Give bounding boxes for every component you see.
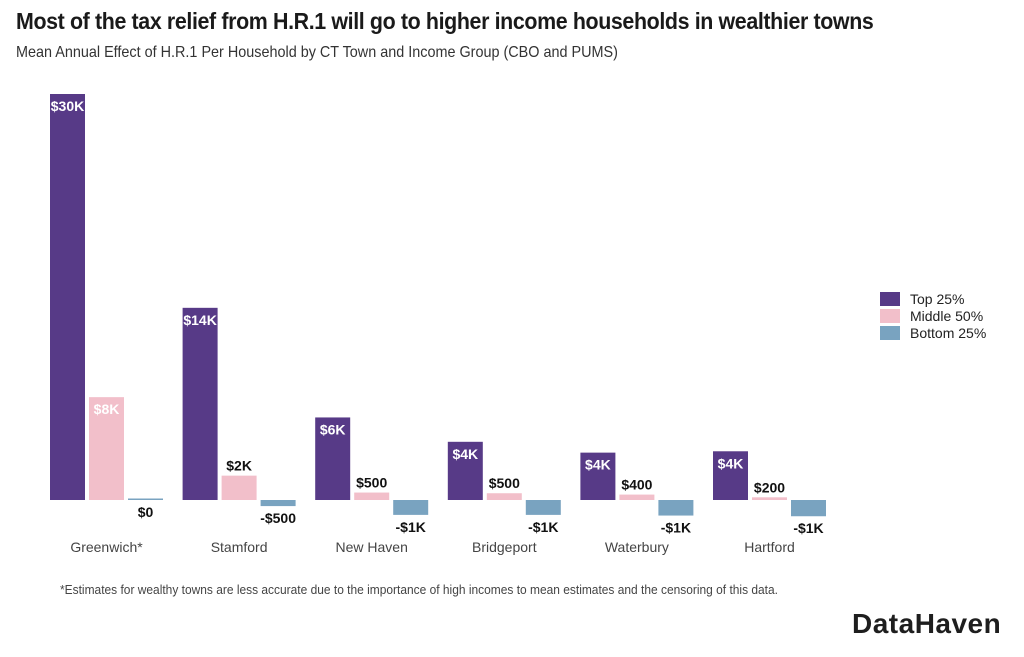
data-label: $6K — [320, 421, 346, 437]
legend-swatch — [880, 291, 900, 306]
chart-title: Most of the tax relief from H.R.1 will g… — [16, 8, 874, 34]
bar — [791, 500, 826, 517]
legend-swatch — [880, 308, 900, 323]
bar — [580, 452, 616, 500]
category-label: Stamford — [211, 539, 268, 555]
bar — [447, 441, 483, 500]
bar — [260, 500, 296, 507]
bar — [752, 497, 787, 500]
legend-swatch — [880, 325, 900, 340]
data-label: -$1K — [528, 519, 558, 535]
legend-label: Bottom 25% — [910, 324, 987, 341]
bar — [182, 307, 218, 500]
legend-item-top: Top 25% — [880, 290, 986, 307]
bar — [393, 500, 429, 515]
data-label: $30K — [51, 98, 84, 114]
bar — [89, 397, 124, 500]
bar — [486, 493, 522, 500]
category-label: Bridgeport — [472, 539, 537, 555]
chart-subtitle: Mean Annual Effect of H.R.1 Per Househol… — [16, 44, 618, 61]
legend-label: Top 25% — [910, 290, 965, 307]
data-label: $14K — [183, 312, 216, 328]
data-label: $4K — [585, 457, 611, 473]
data-label: $8K — [94, 401, 120, 417]
data-label: $2K — [226, 458, 252, 474]
legend: Top 25% Middle 50% Bottom 25% — [880, 290, 986, 341]
bar — [354, 492, 390, 500]
bar — [713, 451, 748, 500]
data-label: $4K — [452, 446, 478, 462]
bar — [658, 500, 694, 516]
data-label: $500 — [356, 475, 387, 491]
bar — [221, 475, 257, 500]
category-label: Hartford — [744, 539, 795, 555]
data-label: $200 — [754, 479, 785, 495]
bar — [315, 417, 351, 500]
data-label: $0 — [138, 504, 154, 520]
legend-item-bottom: Bottom 25% — [880, 324, 986, 341]
bar — [619, 494, 655, 500]
bar — [50, 94, 85, 500]
legend-label: Middle 50% — [910, 307, 984, 324]
data-label: -$1K — [793, 520, 823, 536]
footnote: *Estimates for wealthy towns are less ac… — [60, 582, 778, 597]
legend-item-middle: Middle 50% — [880, 307, 986, 324]
category-label: Greenwich* — [70, 539, 143, 555]
bar — [128, 498, 163, 500]
data-label: $500 — [489, 475, 520, 491]
category-label: New Haven — [336, 539, 408, 555]
bar — [525, 500, 561, 515]
data-label: $4K — [718, 455, 744, 471]
data-label: -$500 — [260, 510, 296, 526]
category-label: Waterbury — [605, 539, 669, 555]
data-label: -$1K — [396, 519, 426, 535]
data-label: -$1K — [661, 520, 691, 536]
brand-logo: DataHaven — [852, 608, 1002, 639]
data-label: $400 — [621, 477, 652, 493]
